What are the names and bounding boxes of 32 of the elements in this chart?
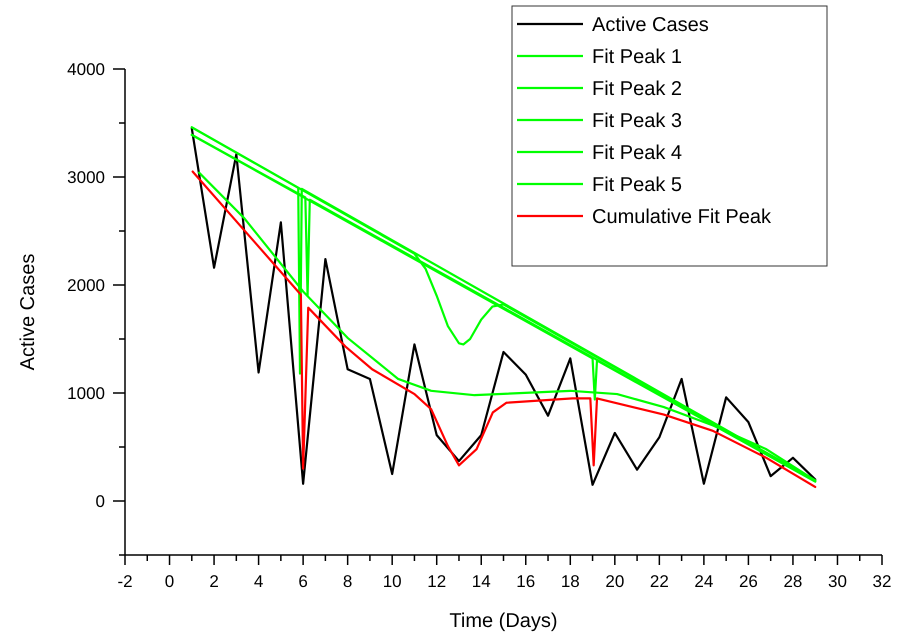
x-tick-label: 20	[605, 572, 624, 591]
x-tick-label: 24	[694, 572, 714, 591]
x-tick-label: 12	[427, 572, 446, 591]
x-tick-label: 4	[254, 572, 264, 591]
legend-label: Active Cases	[592, 14, 709, 36]
x-axis-title: Time (Days)	[449, 610, 558, 632]
x-tick-label: 8	[342, 572, 352, 591]
x-tick-label: 18	[560, 572, 580, 591]
x-tick-label: 28	[783, 572, 802, 591]
x-tick-label: 6	[298, 572, 308, 591]
legend-label: Fit Peak 3	[592, 110, 682, 132]
y-tick-label: 3000	[67, 168, 105, 187]
x-tick-label: 32	[872, 572, 892, 591]
legend-label: Cumulative Fit Peak	[592, 206, 772, 228]
x-tick-label: 16	[516, 572, 536, 591]
legend-label: Fit Peak 2	[592, 78, 682, 100]
legend-label: Fit Peak 5	[592, 174, 682, 196]
y-tick-label: 1000	[67, 384, 105, 403]
x-tick-label: 10	[382, 572, 402, 591]
x-tick-label: 22	[650, 572, 669, 591]
x-tick-label: 30	[828, 572, 847, 591]
y-tick-label: 2000	[67, 276, 105, 295]
x-tick-label: -2	[117, 572, 133, 591]
y-tick-label: 4000	[67, 60, 105, 79]
x-tick-label: 2	[209, 572, 219, 591]
x-tick-label: 0	[164, 572, 174, 591]
x-tick-label: 14	[472, 572, 491, 591]
y-axis-title: Active Cases	[17, 254, 39, 370]
legend-label: Fit Peak 4	[592, 142, 682, 164]
y-tick-label: 0	[96, 492, 105, 511]
legend-label: Fit Peak 1	[592, 46, 682, 68]
x-tick-label: 26	[738, 572, 758, 591]
